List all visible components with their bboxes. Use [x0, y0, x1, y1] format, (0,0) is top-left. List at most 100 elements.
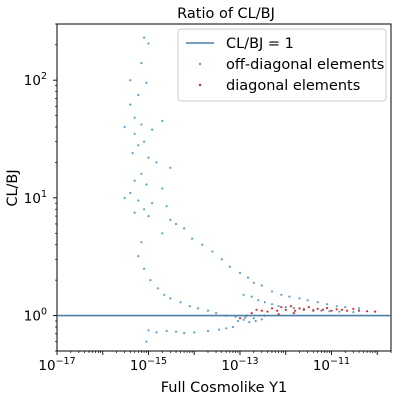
off-diagonal-point [244, 316, 247, 319]
off-diagonal-point [298, 297, 301, 300]
x-tick-label: 10−11 [313, 356, 350, 374]
x-tick-label: 10−13 [221, 356, 258, 374]
off-diagonal-point [161, 232, 164, 235]
chart-title: Ratio of CL/BJ [177, 6, 275, 22]
off-diagonal-point [260, 318, 263, 321]
off-diagonal-point [123, 196, 126, 199]
off-diagonal-point [270, 303, 274, 306]
off-diagonal-point [335, 305, 338, 308]
off-diagonal-point [133, 132, 136, 135]
off-diagonal-point [238, 271, 242, 275]
diagonal-point [255, 308, 258, 311]
off-diagonal-point [288, 295, 291, 298]
off-diagonal-point [257, 299, 260, 302]
diagonal-point [346, 309, 349, 312]
legend-box [177, 28, 387, 102]
diagonal-point [266, 310, 269, 313]
off-diagonal-point [220, 258, 223, 261]
off-diagonal-point [344, 306, 347, 309]
off-diagonal-point [156, 287, 159, 290]
off-diagonal-point [338, 310, 341, 313]
off-diagonal-point [129, 191, 132, 195]
off-diagonal-point [123, 125, 126, 129]
off-diagonal-point [201, 243, 204, 246]
diagonal-point [292, 312, 295, 315]
off-diagonal-point [250, 295, 253, 298]
off-diagonal-point [270, 290, 274, 293]
off-diagonal-point [174, 330, 178, 333]
off-diagonal-point [165, 329, 168, 333]
diagonal-point [340, 308, 344, 311]
off-diagonal-point [328, 310, 331, 313]
off-diagonal-point [143, 208, 146, 211]
off-diagonal-point [320, 309, 323, 312]
off-diagonal-point [143, 267, 146, 270]
off-diagonal-point [145, 81, 148, 84]
off-diagonal-point [143, 140, 146, 143]
x-tick-label: 10−15 [130, 356, 167, 374]
legend-marker-off-diagonal [198, 62, 202, 66]
off-diagonal-point [206, 329, 210, 333]
off-diagonal-point [179, 301, 182, 304]
diagonal-point [289, 305, 292, 308]
off-diagonal-point [137, 144, 140, 147]
off-diagonal-point [277, 305, 280, 308]
off-diagonal-point [133, 179, 136, 182]
off-diagonal-point [252, 317, 255, 320]
off-diagonal-point [228, 265, 231, 268]
x-axis-ticks: 10−17 10−15 10−13 10−11 [38, 351, 392, 374]
diagonal-point [276, 309, 279, 312]
legend-label-diagonal: diagonal elements [226, 78, 360, 94]
diagonal-point [277, 313, 280, 316]
off-diagonal-point [137, 255, 140, 258]
diagonal-point [270, 307, 274, 310]
off-diagonal-point [306, 299, 309, 302]
off-diagonal-point [357, 307, 361, 310]
diagonal-point [302, 308, 305, 311]
off-diagonal-point [161, 119, 164, 123]
off-diagonal-point [163, 293, 166, 296]
off-diagonal-point [169, 218, 172, 221]
legend-label-reference: CL/BJ = 1 [226, 36, 294, 52]
off-diagonal-point [137, 199, 140, 202]
off-diagonal-point [316, 301, 319, 304]
off-diagonal-point [147, 215, 150, 218]
off-diagonal-point [246, 276, 250, 279]
off-diagonal-point [242, 293, 245, 296]
off-diagonal-point [151, 202, 154, 205]
off-diagonal-point [149, 279, 152, 282]
off-diagonal-point [133, 116, 136, 119]
off-diagonal-point [161, 187, 164, 190]
diagonal-point [284, 308, 287, 311]
diagonal-point [357, 309, 361, 312]
off-diagonal-point [280, 293, 283, 296]
diagonal-point [250, 312, 253, 315]
off-diagonal-point [225, 327, 228, 330]
off-diagonal-point [151, 128, 154, 131]
off-diagonal-point [196, 307, 199, 310]
off-diagonal-point [147, 329, 150, 332]
off-diagonal-point [165, 205, 168, 208]
off-diagonal-point [129, 79, 132, 82]
y-axis-ticks: 100 101 102 [24, 23, 57, 352]
off-diagonal-point [174, 222, 178, 226]
diagonal-point [330, 309, 333, 312]
off-diagonal-point [193, 331, 196, 334]
off-diagonal-point [325, 303, 329, 306]
diagonal-point [307, 306, 310, 309]
off-diagonal-point [242, 318, 245, 321]
diagonal-point [312, 309, 315, 312]
off-diagonal-point [140, 61, 143, 65]
diagonal-point [260, 309, 263, 312]
off-diagonal-point [191, 237, 194, 240]
off-diagonal-point [155, 161, 158, 164]
off-diagonal-point [155, 331, 158, 334]
off-diagonal-point [145, 183, 148, 186]
off-diagonal-point [218, 328, 221, 331]
off-diagonal-point [231, 325, 234, 329]
off-diagonal-point [215, 312, 218, 315]
off-diagonal-point [140, 172, 143, 175]
y-tick-label: 101 [24, 189, 47, 207]
off-diagonal-point [183, 227, 186, 230]
